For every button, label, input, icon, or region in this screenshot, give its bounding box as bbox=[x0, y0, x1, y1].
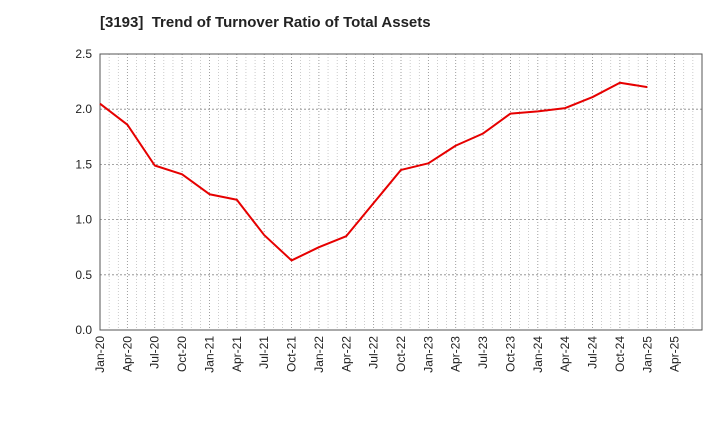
x-tick-label: Apr-22 bbox=[339, 336, 353, 372]
x-tick-label: Jan-21 bbox=[202, 336, 216, 373]
y-tick-label: 0.5 bbox=[75, 268, 92, 282]
x-tick-label: Jul-23 bbox=[476, 336, 490, 369]
x-tick-label: Oct-22 bbox=[394, 336, 408, 372]
x-tick-label: Jan-22 bbox=[312, 336, 326, 373]
plot-frame bbox=[99, 53, 703, 331]
x-tick-label: Jul-22 bbox=[367, 336, 381, 369]
x-tick-label: Apr-23 bbox=[449, 336, 463, 372]
chart-title: [3193] Trend of Turnover Ratio of Total … bbox=[100, 14, 431, 31]
y-tick-label: 2.5 bbox=[75, 47, 92, 61]
x-tick-label: Oct-23 bbox=[503, 336, 517, 372]
x-tick-label: Apr-24 bbox=[558, 336, 572, 372]
x-tick-label: Apr-21 bbox=[230, 336, 244, 372]
x-tick-label: Apr-25 bbox=[668, 336, 682, 372]
x-tick-label: Jan-24 bbox=[531, 336, 545, 373]
x-tick-label: Oct-24 bbox=[613, 336, 627, 372]
x-tick-label: Jan-25 bbox=[640, 336, 654, 373]
x-tick-label: Jul-20 bbox=[148, 336, 162, 369]
y-tick-label: 1.5 bbox=[75, 157, 92, 171]
x-tick-label: Jul-24 bbox=[586, 336, 600, 369]
x-tick-label: Jan-23 bbox=[421, 336, 435, 373]
x-tick-label: Apr-20 bbox=[120, 336, 134, 372]
y-tick-label: 0.0 bbox=[75, 323, 92, 337]
x-tick-label: Oct-21 bbox=[285, 336, 299, 372]
x-tick-label: Jul-21 bbox=[257, 336, 271, 369]
y-tick-label: 2.0 bbox=[75, 102, 92, 116]
y-tick-label: 1.0 bbox=[75, 213, 92, 227]
x-tick-label: Jan-20 bbox=[93, 336, 107, 373]
x-tick-label: Oct-20 bbox=[175, 336, 189, 372]
